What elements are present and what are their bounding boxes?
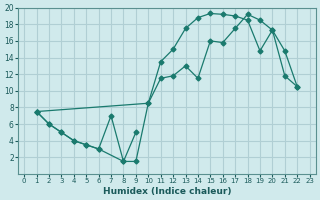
X-axis label: Humidex (Indice chaleur): Humidex (Indice chaleur) (103, 187, 231, 196)
